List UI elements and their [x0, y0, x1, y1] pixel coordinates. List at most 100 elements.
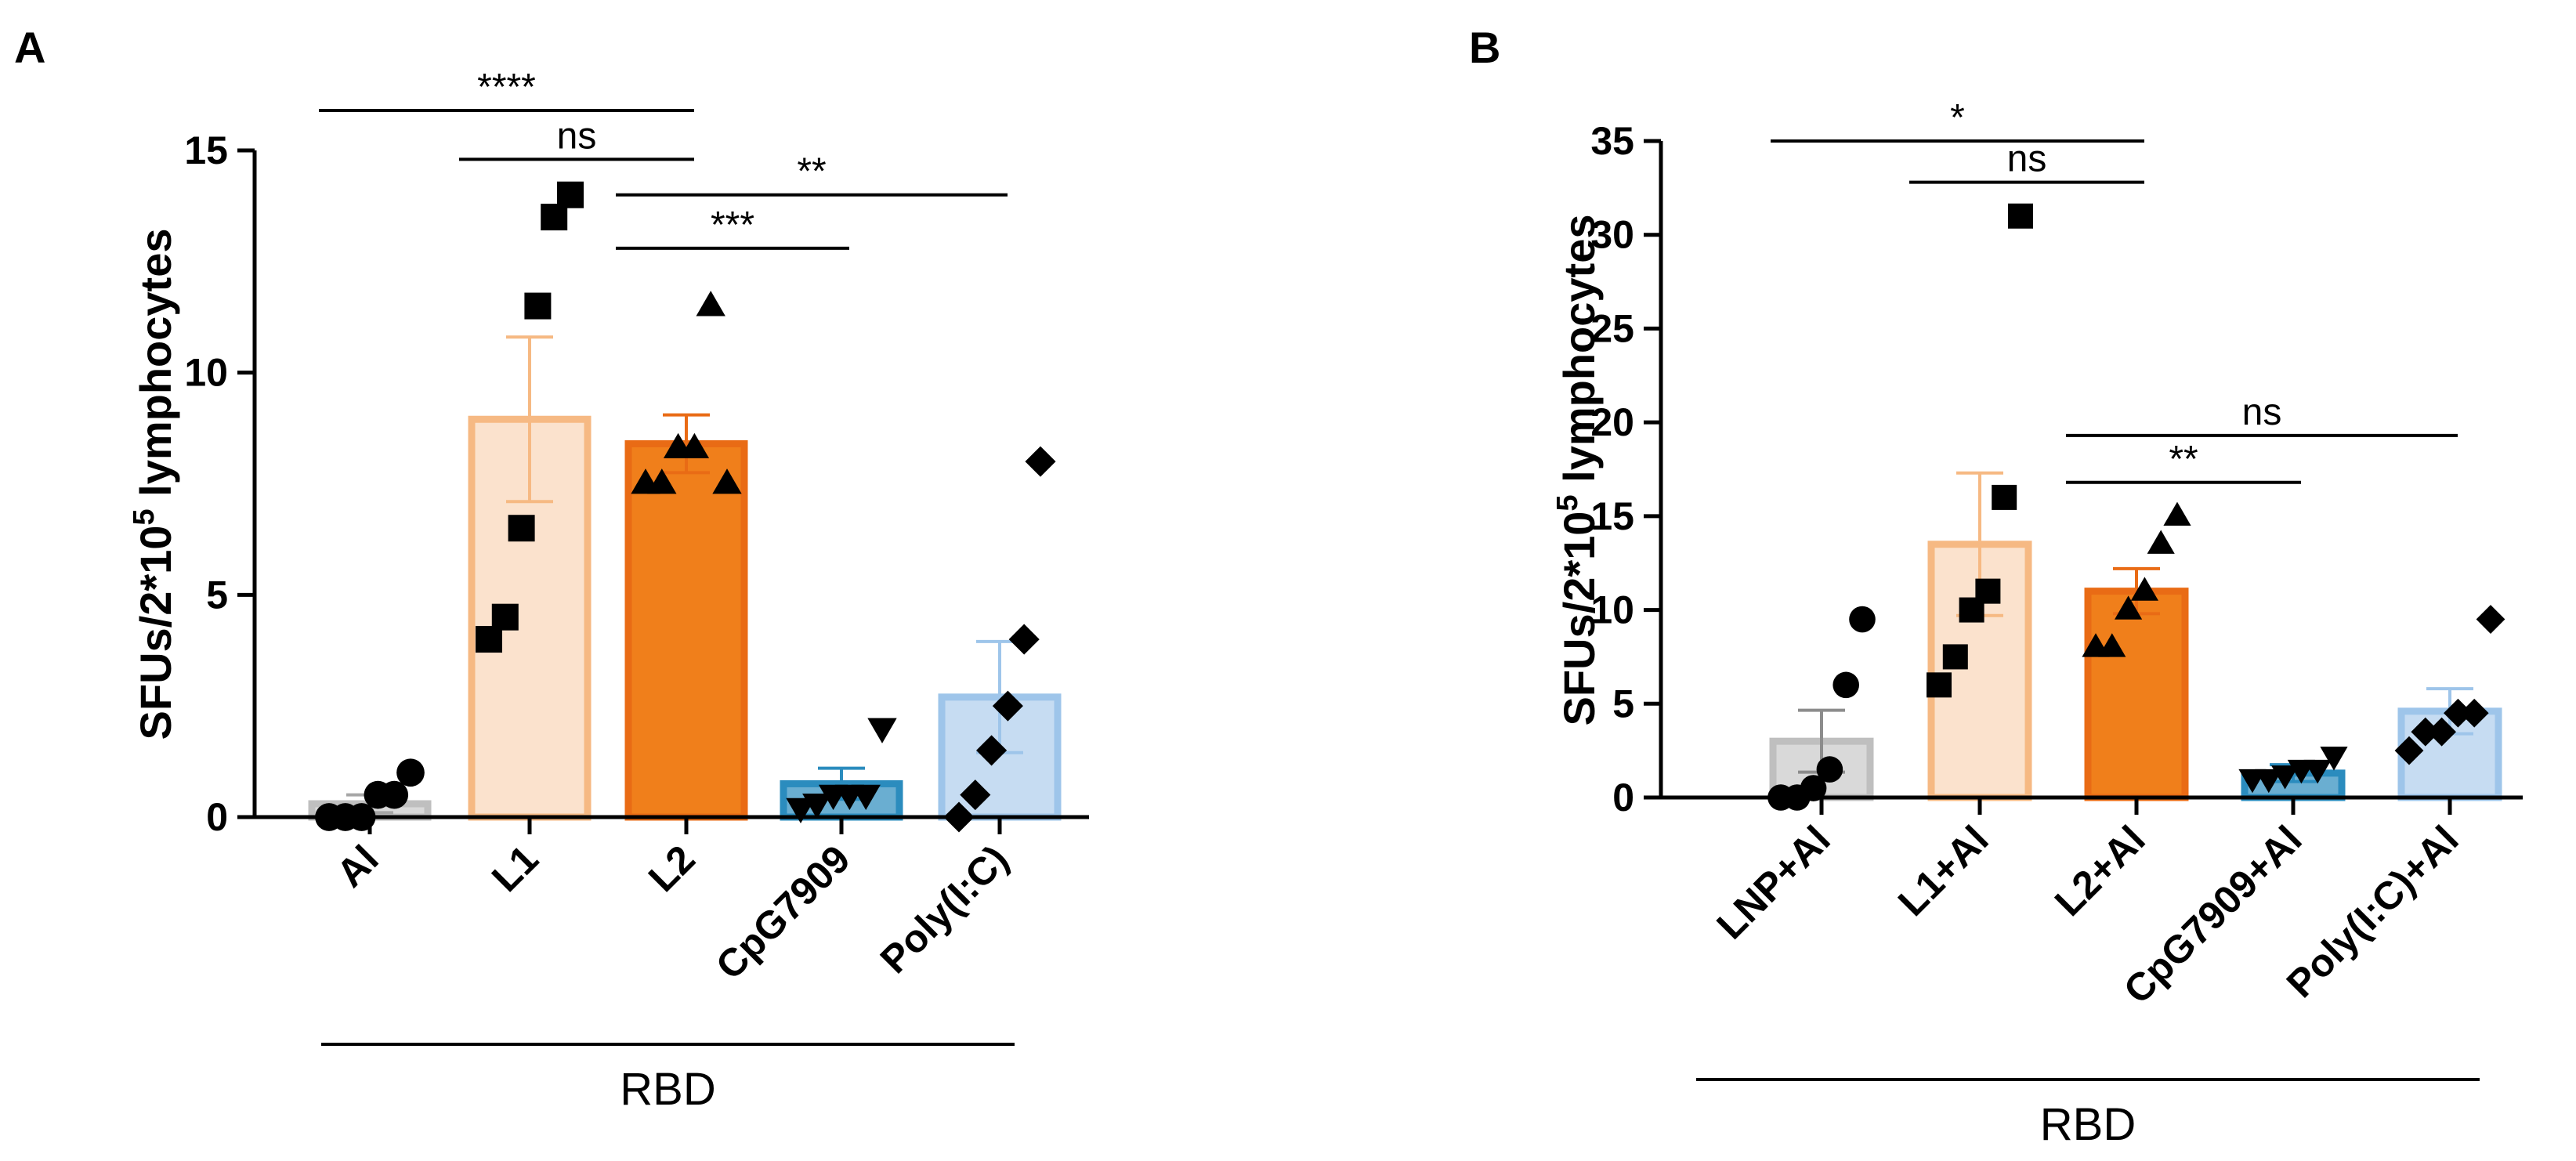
- panel-b-bar-group-l2-al: [2082, 501, 2191, 801]
- panel-b-data-point-lnp-al: [1800, 775, 1827, 801]
- panel-b-y-axis-title-base: SFUs/2*10: [1554, 512, 1604, 726]
- panel-b-data-point-cpg7909-al: [2255, 769, 2283, 794]
- panel-b-y-axis-title-tail: lymphocytes: [1554, 215, 1604, 495]
- panel-b-y-tick-label: 25: [1590, 306, 1634, 350]
- panel-a-y-axis-title: SFUs/2*105 lymphocytes: [128, 229, 180, 740]
- panel-a-category-label-poly-i-c: Poly(I:C): [872, 837, 1017, 982]
- panel-a-y-axis-title-tail: lymphocytes: [131, 229, 180, 509]
- panel-a-bar-group-al: [308, 758, 432, 831]
- panel-a-data-point-cpg7909: [867, 718, 897, 743]
- panel-a-data-point-l2: [647, 468, 677, 494]
- panel-b-data-point-l1-al: [2008, 203, 2033, 229]
- panel-b-bar-l2-al: [2084, 588, 2189, 801]
- panel-b-data-point-l2-al: [2098, 633, 2126, 657]
- panel-b-data-point-l1-al: [1975, 578, 2001, 604]
- panel-b-data-point-l2-al: [2130, 577, 2158, 601]
- panel-a-y-axis-title-superscript: 5: [128, 508, 161, 525]
- panel-b-data-point-poly-i-c-al: [2427, 717, 2456, 747]
- panel-a-data-point-al: [380, 780, 409, 809]
- panel-a-significance-label: ns: [557, 115, 597, 157]
- panel-a-y-axis-title-base: SFUs/2*10: [131, 526, 180, 740]
- panel-b-y-tick-label: 5: [1612, 682, 1634, 725]
- panel-a-significance-label: **: [797, 151, 826, 193]
- panel-a-data-point-poly-i-c: [992, 690, 1023, 722]
- panel-b-category-label-l1-al: L1+Al: [1890, 817, 1997, 924]
- panel-letter-a: A: [14, 23, 45, 72]
- panel-a-data-point-poly-i-c: [1025, 446, 1056, 477]
- panel-b-y-tick-label: 35: [1590, 119, 1634, 163]
- panel-b-bar-group-l1-al: [1927, 203, 2033, 801]
- panel-b-data-point-l1-al: [1927, 672, 1952, 698]
- panel-a-significance-label: ***: [711, 204, 754, 246]
- panel-b-data-point-lnp-al: [1816, 756, 1843, 783]
- panel-letter-b: B: [1469, 23, 1500, 72]
- panel-a-data-point-l1: [508, 515, 535, 542]
- panel-b-data-point-poly-i-c-al: [2411, 717, 2440, 747]
- panel-b-bar-group-lnp-al: [1767, 606, 1876, 811]
- panel-a-y-tick-label: 10: [184, 351, 228, 395]
- panel-a-data-point-l1: [476, 626, 502, 653]
- panel-b-y-tick-label: 15: [1590, 494, 1634, 538]
- panel-a-data-point-l1: [541, 204, 568, 231]
- panel-a-bar-group-l2: [624, 291, 748, 821]
- panel-b-data-point-lnp-al: [1833, 671, 1859, 699]
- panel-a-category-label-l2: L2: [640, 837, 704, 900]
- panel-b-data-point-l2-al: [2147, 530, 2175, 554]
- panel-b-data-point-l2-al: [2163, 501, 2191, 526]
- panel-b-data-point-poly-i-c-al: [2476, 605, 2505, 634]
- panel-b-data-point-poly-i-c-al: [2394, 736, 2424, 765]
- panel-a-category-label-l1: L1: [483, 837, 547, 900]
- panel-b-significance-label: **: [2169, 439, 2198, 480]
- panel-a-y-tick-label: 0: [206, 795, 228, 839]
- panel-b-bar-group-cpg7909-al: [2238, 747, 2348, 801]
- panel-a-data-point-poly-i-c: [976, 735, 1008, 766]
- panel-a-y-tick-label: 5: [206, 573, 228, 617]
- panel-b-data-point-lnp-al: [1849, 606, 1876, 633]
- panel-b-data-point-l2-al: [2115, 595, 2143, 620]
- panel-b-bar-group-poly-i-c-al: [2394, 605, 2505, 801]
- panel-a-data-point-l1: [491, 603, 519, 631]
- panel-b-data-point-cpg7909-al: [2271, 765, 2299, 790]
- panel-a-data-point-cpg7909: [786, 798, 816, 824]
- panel-b-y-tick-label: 10: [1590, 588, 1634, 632]
- panel-a-significance-label: ****: [477, 67, 536, 108]
- panel-b-y-axis-title-superscript: 5: [1551, 494, 1584, 511]
- panel-b-data-point-cpg7909-al: [2320, 747, 2348, 771]
- panel-a-group-label: RBD: [620, 1064, 715, 1115]
- panel-a-y-tick-label: 15: [184, 128, 228, 172]
- panel-a-bar-group-l1: [468, 181, 592, 821]
- panel-a-data-point-poly-i-c: [960, 779, 991, 811]
- panel-a-data-point-l2: [712, 468, 742, 494]
- panel-a-category-label-al: Al: [328, 837, 387, 895]
- panel-a-data-point-cpg7909: [802, 794, 832, 819]
- panel-b-y-tick-label: 20: [1590, 400, 1634, 444]
- panel-b-data-point-poly-i-c-al: [2444, 698, 2473, 728]
- panel-a-bar-group-poly-i-c: [938, 446, 1062, 833]
- panel-b-significance-label: *: [1950, 97, 1965, 139]
- panel-b-y-tick-label: 30: [1590, 213, 1634, 257]
- panel-a-data-point-l1: [524, 292, 552, 320]
- panel-a-data-point-l2: [696, 291, 725, 316]
- panel-b-y-axis-title: SFUs/2*105 lymphocytes: [1551, 215, 1604, 726]
- panel-b-category-label-lnp-al: LNP+Al: [1708, 817, 1838, 947]
- panel-b-group-label: RBD: [2040, 1099, 2136, 1150]
- panel-a-data-point-l2: [679, 432, 710, 459]
- panel-b-y-tick-label: 0: [1612, 776, 1634, 819]
- panel-b-category-label-l2-al: L2+Al: [2046, 817, 2154, 924]
- panel-a-category-label-cpg7909: CpG7909: [707, 837, 859, 988]
- panel-b-significance-label: ns: [2007, 139, 2047, 180]
- panel-b-data-point-cpg7909-al: [2303, 759, 2332, 784]
- panel-a-data-point-l1: [557, 181, 584, 208]
- panel-a-data-point-al: [396, 758, 425, 787]
- panel-b-data-point-l1-al: [1942, 644, 1968, 670]
- panel-a-bar-l2: [624, 439, 748, 821]
- panel-b-data-point-poly-i-c-al: [2459, 698, 2489, 728]
- panel-a-bar-group-cpg7909: [780, 718, 903, 824]
- panel-a-data-point-cpg7909: [851, 784, 881, 811]
- panel-b-significance-label: ns: [2242, 392, 2282, 433]
- panel-b-data-point-l1-al: [1992, 484, 2017, 510]
